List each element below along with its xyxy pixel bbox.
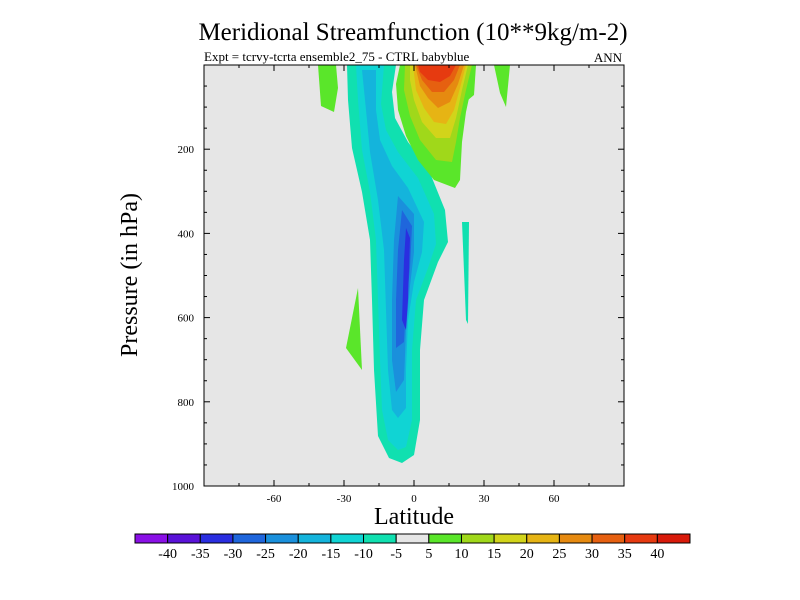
colorbar-swatch [624, 533, 658, 544]
contour-region-positive-weak [318, 65, 338, 112]
contour-region-positive [418, 65, 456, 82]
colorbar-swatch [656, 533, 691, 544]
axis-ticks [204, 65, 624, 487]
x-tick-label: -30 [337, 493, 352, 505]
colorbar-label: 35 [618, 547, 632, 562]
colorbar-label: 40 [650, 547, 664, 562]
colorbar-label: -30 [224, 547, 243, 562]
colorbar-label: -10 [354, 547, 373, 562]
x-axis-label: Latitude [374, 504, 454, 530]
colorbar-label: 5 [425, 547, 432, 562]
colorbar-label: 25 [552, 547, 566, 562]
colorbar-label: 10 [454, 547, 468, 562]
colorbar-label: -5 [390, 547, 402, 562]
chart-title: Meridional Streamfunction (10**9kg/m-2) [198, 19, 627, 46]
colorbar-swatch [558, 533, 593, 544]
contour-region-negative [402, 228, 410, 330]
y-axis-label: Pressure (in hPa) [117, 193, 143, 357]
season-label: ANN [594, 50, 623, 65]
colorbar-label: -35 [191, 547, 210, 562]
x-tick-label: 0 [411, 493, 417, 505]
y-tick-label: 200 [178, 144, 195, 156]
colorbar-swatch [493, 533, 528, 544]
colorbar-swatch [134, 533, 169, 544]
colorbar-swatch [199, 533, 234, 544]
colorbar-swatch [460, 533, 495, 544]
colorbar-swatch [363, 533, 397, 544]
y-tick-label: 800 [178, 397, 195, 409]
contour-region-positive-weak [346, 288, 362, 370]
contour-fill-layer [318, 65, 510, 463]
colorbar-swatch [297, 533, 332, 544]
colorbar-swatch [232, 533, 267, 544]
colorbar-label: -25 [256, 547, 275, 562]
colorbar-labels: -40 -35 -30 -25 -20 -15 -10 -5 5 10 15 20 25 30 35 40 [158, 547, 664, 562]
y-tick-label: 400 [178, 228, 195, 240]
colorbar-label: -15 [322, 547, 341, 562]
y-tick-label: 1000 [172, 481, 195, 493]
x-tick-label: -60 [267, 493, 282, 505]
colorbar [134, 533, 691, 544]
colorbar-swatch [330, 533, 365, 544]
colorbar-swatch [265, 533, 299, 544]
colorbar-swatch [526, 533, 560, 544]
colorbar-swatch [167, 533, 201, 544]
y-tick-label: 600 [178, 313, 195, 325]
colorbar-swatch [395, 533, 430, 544]
colorbar-label: -40 [158, 547, 177, 562]
contour-region-negative [362, 70, 424, 418]
chart-subtitle: Expt = tcrvy-tcrta ensemble2_75 - CTRL b… [204, 49, 470, 64]
colorbar-label: 15 [487, 547, 501, 562]
tick-labels: -60 -30 0 30 60 200 400 600 800 1000 [172, 144, 560, 505]
colorbar-label: 30 [585, 547, 599, 562]
contour-region-negative-weak [462, 222, 469, 324]
colorbar-swatch [591, 533, 626, 544]
colorbar-label: -20 [289, 547, 308, 562]
contour-region-positive-weak [494, 65, 510, 107]
colorbar-label: 20 [520, 547, 534, 562]
colorbar-swatch [428, 533, 462, 544]
x-tick-label: 60 [549, 493, 561, 505]
x-tick-label: 30 [479, 493, 491, 505]
